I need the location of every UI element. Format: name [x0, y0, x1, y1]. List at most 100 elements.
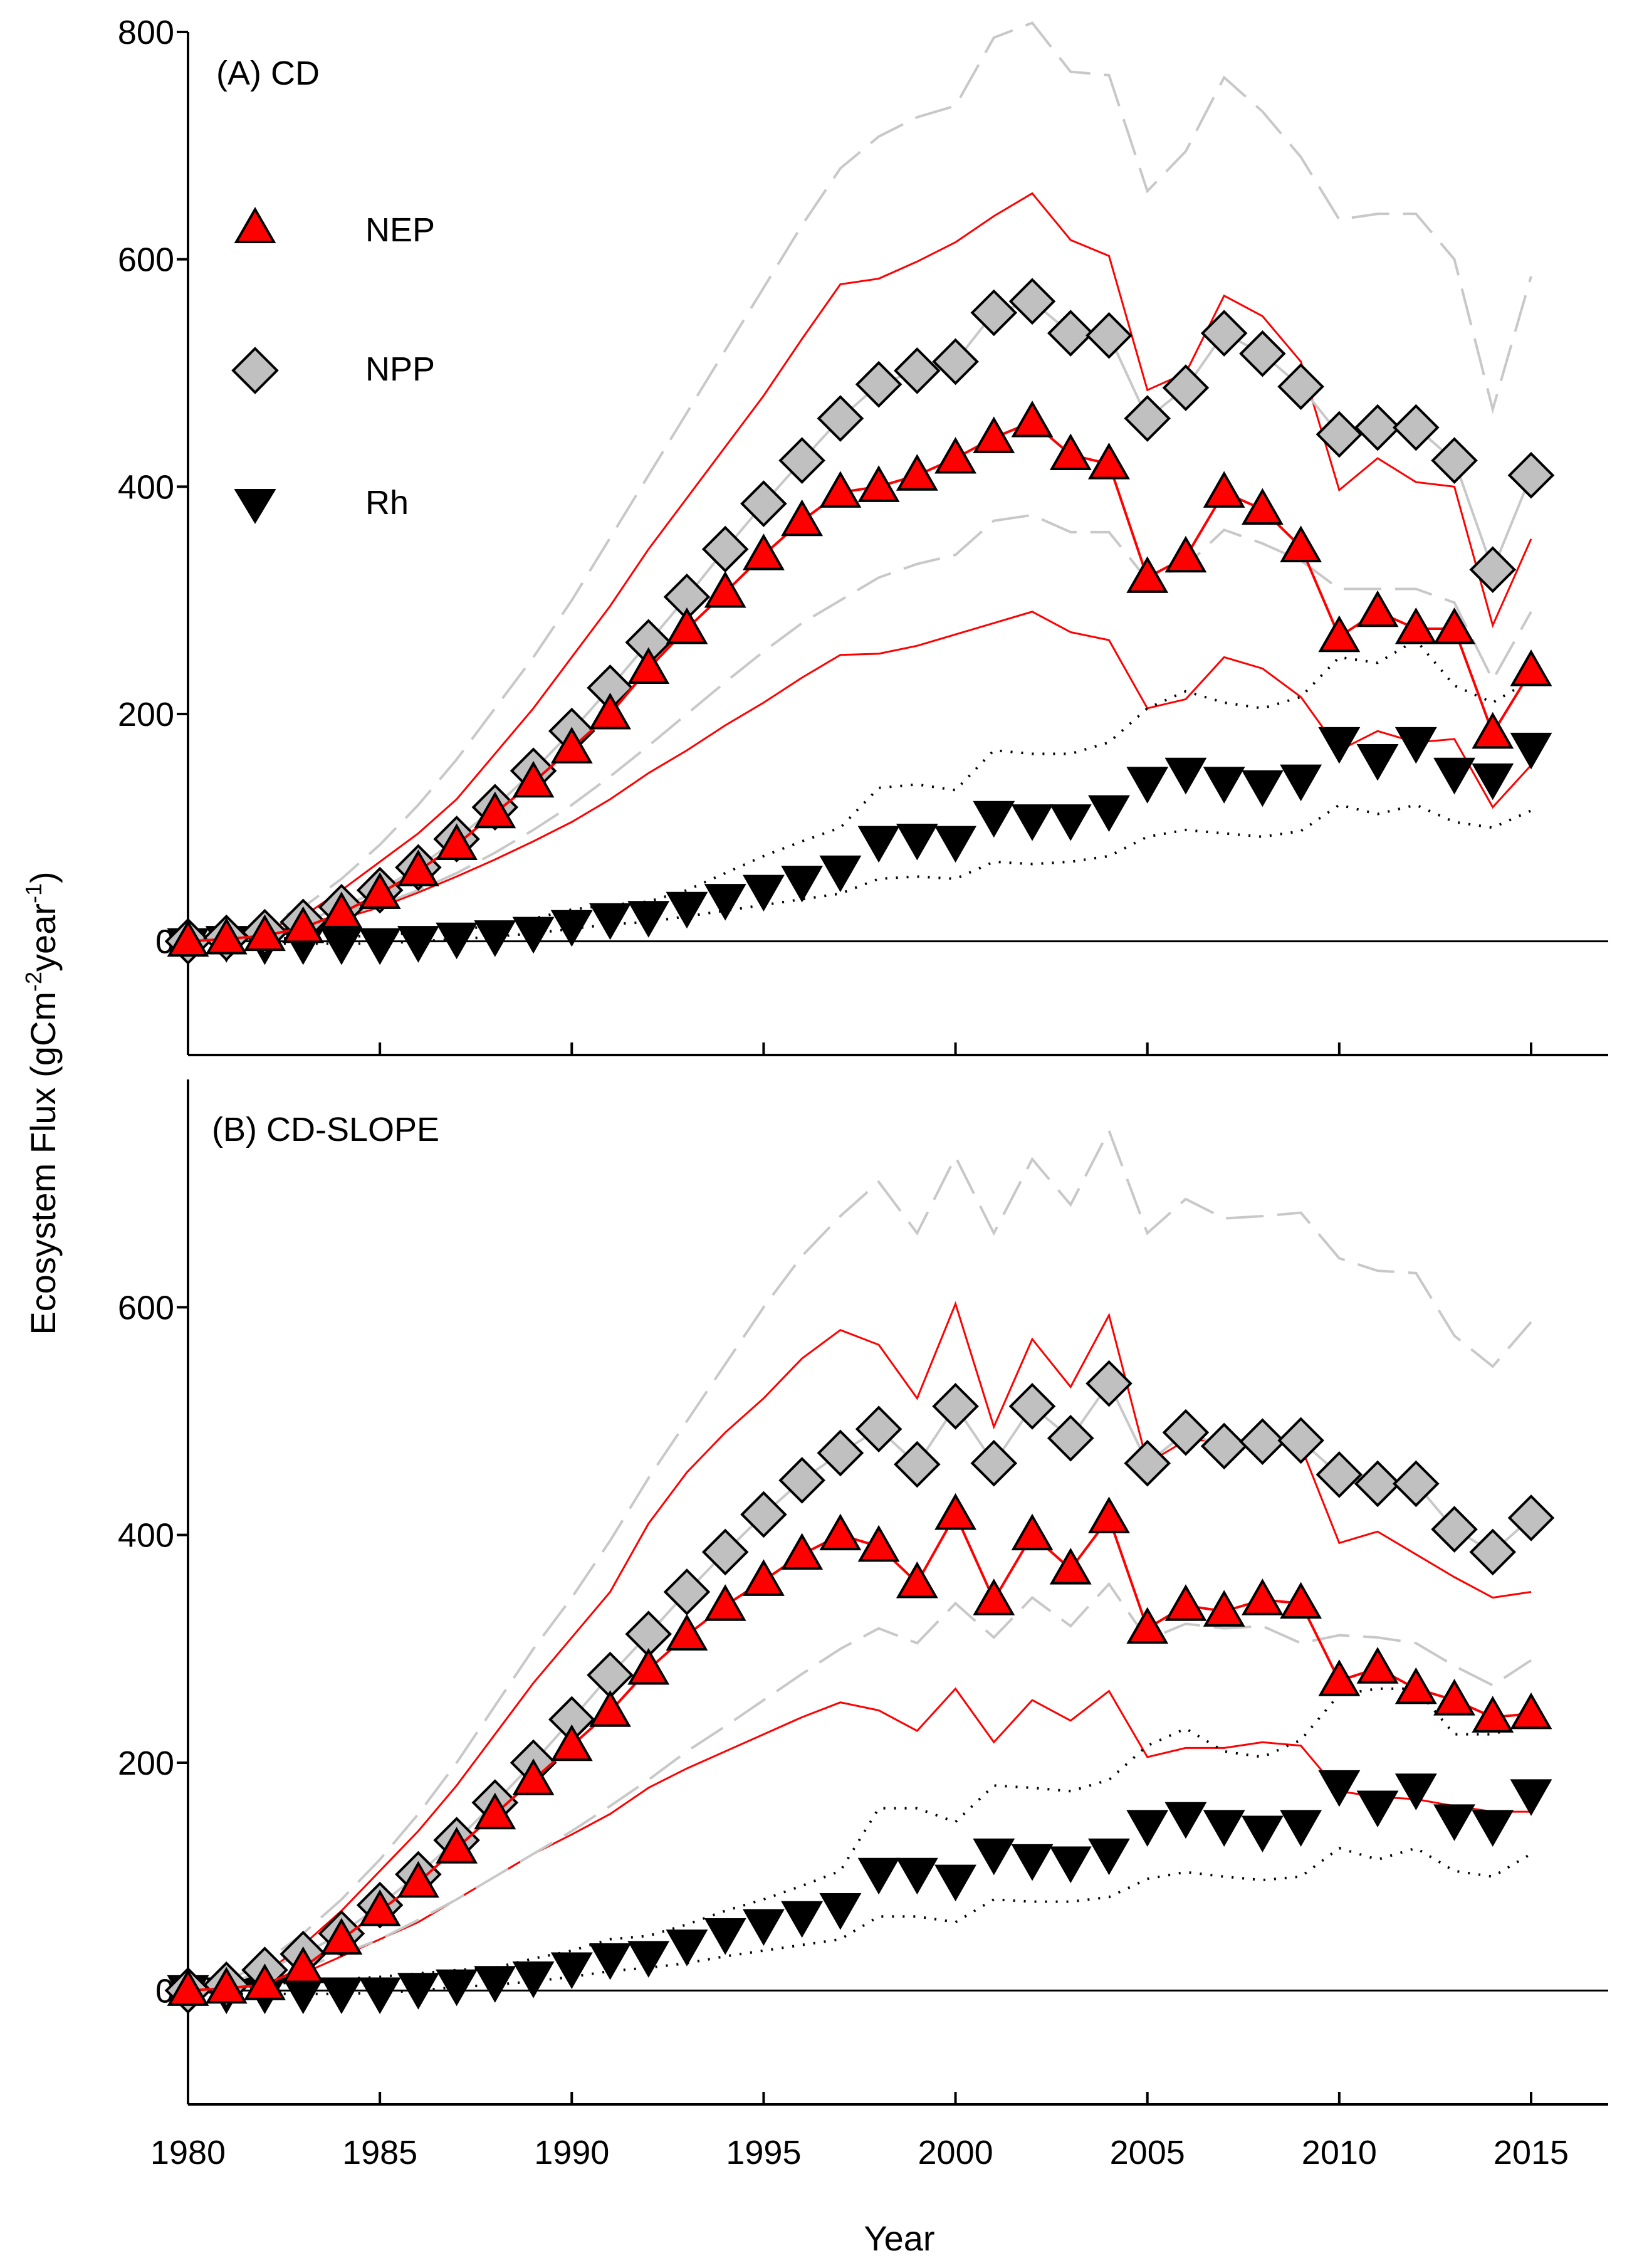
nep-point	[666, 607, 708, 644]
y-tick-label: 200	[118, 1745, 174, 1782]
npp-point	[1277, 1417, 1324, 1464]
rh-point	[436, 922, 478, 960]
nep-point	[627, 1647, 670, 1685]
nep-point	[819, 471, 862, 508]
legend-label-npp: NPP	[365, 350, 435, 388]
rh-point	[1510, 732, 1552, 770]
nep-upper-band	[187, 192, 1532, 943]
rh-point	[1280, 764, 1322, 802]
npp-point	[1277, 363, 1324, 411]
npp-upper-band	[187, 1127, 1532, 1992]
nep-lower-band	[187, 1687, 1531, 1992]
rh-point	[512, 916, 555, 954]
nep-point	[244, 914, 286, 952]
x-tick-label: 1995	[726, 2134, 801, 2171]
npp-point	[740, 1491, 787, 1538]
npp-point	[970, 1439, 1018, 1487]
nep-point	[244, 1963, 286, 2000]
nep-point	[704, 570, 746, 608]
npp-point	[932, 1383, 979, 1430]
npp-point	[894, 1441, 941, 1488]
rh-point	[474, 1966, 516, 2003]
npp-point	[1239, 1418, 1286, 1466]
nep-point	[512, 1758, 555, 1795]
rh-point	[1318, 727, 1361, 764]
rh-point	[397, 1973, 439, 2010]
npp-point	[1086, 312, 1133, 359]
panel-b-title: (B) CD-SLOPE	[212, 1111, 439, 1148]
npp-point	[1086, 1360, 1133, 1407]
nep-point	[436, 823, 478, 861]
npp-point	[1124, 1439, 1171, 1487]
npp-point	[1162, 1409, 1210, 1456]
nep-point	[436, 1827, 478, 1864]
rh-point	[857, 826, 900, 863]
y-tick-label: 600	[118, 241, 174, 279]
rh-point	[358, 928, 401, 965]
rh-point	[704, 1918, 746, 1955]
nep-point	[1126, 556, 1169, 593]
npp-point	[1469, 546, 1517, 594]
x-tick-label: 2015	[1494, 2134, 1569, 2171]
nep-point	[857, 465, 900, 502]
nep-point	[1241, 1578, 1284, 1615]
nep-point	[205, 1966, 248, 2004]
rh-point	[1472, 763, 1514, 801]
rh-point	[1088, 1838, 1130, 1876]
rh-point	[666, 891, 708, 929]
rh-point	[857, 1857, 900, 1895]
npp-lower-band	[187, 513, 1532, 943]
rh-point	[1394, 1773, 1437, 1810]
rh-point	[627, 901, 670, 938]
nep-point	[1356, 1647, 1399, 1684]
nep-point	[1433, 1679, 1475, 1716]
nep-point	[781, 1533, 824, 1570]
x-tick-label: 2010	[1302, 2134, 1377, 2171]
rh-point	[627, 1941, 670, 1978]
nep-point	[857, 1525, 900, 1562]
rh-point	[1126, 1810, 1169, 1847]
rh-point	[1164, 1802, 1207, 1839]
nep-point	[589, 692, 631, 730]
rh-point	[1318, 1770, 1361, 1807]
rh-point	[550, 1952, 593, 1990]
nep-point	[1164, 535, 1207, 573]
nep-point	[1088, 1496, 1130, 1533]
nep-point	[167, 1969, 209, 2006]
nep-point	[1394, 1667, 1437, 1704]
rh-point	[1203, 1810, 1245, 1847]
npp-point	[663, 1568, 711, 1615]
npp-point	[1392, 404, 1440, 451]
nep-point	[1472, 1696, 1514, 1733]
nep-point	[1126, 1607, 1169, 1644]
nep-point	[1088, 443, 1130, 480]
nep-point	[397, 1861, 439, 1898]
nep-point	[397, 849, 439, 886]
nep-point	[1011, 1513, 1054, 1551]
rh-point	[1164, 757, 1207, 795]
rh-point	[474, 920, 516, 957]
nep-point	[320, 891, 363, 928]
rh-point	[1088, 795, 1130, 832]
rh-point	[819, 855, 862, 893]
nep-point	[474, 791, 516, 829]
nep-point	[1241, 488, 1284, 525]
nep-point	[550, 1724, 593, 1761]
rh-point	[1356, 1790, 1399, 1828]
nep-point	[666, 1614, 708, 1651]
rh-point	[589, 1943, 631, 1980]
nep-point	[627, 647, 670, 684]
rh-point	[1011, 1844, 1054, 1881]
rh-point	[934, 826, 977, 863]
nep-point	[896, 1561, 938, 1599]
nep-point	[320, 1918, 363, 1955]
npp-point	[778, 437, 825, 484]
rh-point	[1203, 767, 1245, 804]
nep-point	[205, 918, 248, 955]
npp-point	[1162, 364, 1210, 411]
npp-point	[1200, 310, 1248, 357]
x-tick-label: 1985	[342, 2134, 417, 2171]
nep-point	[781, 499, 824, 537]
rh-point	[512, 1961, 555, 1998]
